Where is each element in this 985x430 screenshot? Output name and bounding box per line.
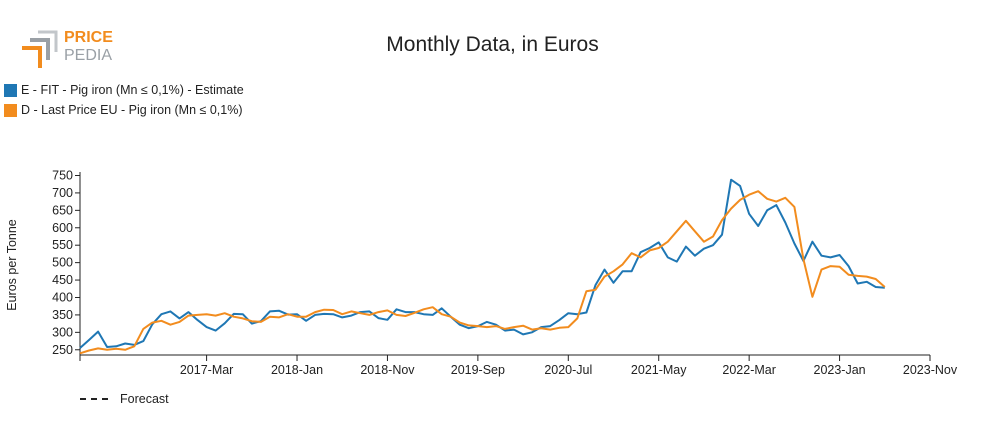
x-axis: 2017-Mar 2018-Jan 2018-Nov 2019-Sep 2020-Jul…	[79, 354, 958, 377]
y-axis-label: Euros per Tonne	[5, 219, 19, 311]
series-line-1[interactable]	[79, 190, 886, 355]
chart-title: Monthly Data, in Euros	[386, 33, 599, 56]
x-tick-label: 2023-Nov	[903, 363, 958, 377]
legend-label-1: D - Last Price EU - Pig iron (Mn ≤ 0,1%)	[21, 103, 243, 117]
x-tick-label: 2021-May	[631, 363, 687, 377]
series-layer	[79, 178, 886, 355]
logo-line2: PEDIA	[64, 47, 112, 64]
y-tick-label: 600	[52, 221, 73, 235]
y-tick-label: 750	[52, 168, 73, 182]
logo-line1: PRICE	[64, 29, 113, 46]
legend-swatch-0	[4, 83, 17, 97]
y-tick-label: 550	[52, 238, 73, 252]
x-tick-label: 2017-Mar	[180, 363, 234, 377]
forecast-legend: Forecast	[80, 392, 169, 406]
y-axis: 250 300 350 400 450 500 550 600 650 700 750	[52, 168, 81, 357]
series-line-0[interactable]	[79, 178, 885, 349]
legend-item-series-0[interactable]: E - FIT - Pig iron (Mn ≤ 0,1%) - Estimat…	[4, 80, 244, 100]
legend-label-0: E - FIT - Pig iron (Mn ≤ 0,1%) - Estimat…	[21, 83, 244, 97]
y-tick-label: 350	[52, 308, 73, 322]
y-tick-label: 300	[52, 325, 73, 339]
y-tick-label: 250	[52, 343, 73, 357]
legend: E - FIT - Pig iron (Mn ≤ 0,1%) - Estimat…	[4, 80, 244, 120]
legend-item-series-1[interactable]: D - Last Price EU - Pig iron (Mn ≤ 0,1%)	[4, 100, 244, 120]
x-tick-label: 2020-Jul	[544, 363, 592, 377]
y-tick-label: 700	[52, 186, 73, 200]
x-tick-label: 2023-Jan	[814, 363, 866, 377]
y-tick-label: 450	[52, 273, 73, 287]
forecast-label: Forecast	[120, 392, 169, 406]
y-tick-label: 400	[52, 290, 73, 304]
y-tick-label: 650	[52, 203, 73, 217]
pricepedia-logo: PRICE PEDIA	[22, 29, 113, 68]
x-tick-label: 2019-Sep	[451, 363, 505, 377]
x-tick-label: 2022-Mar	[722, 363, 776, 377]
legend-swatch-1	[4, 103, 17, 117]
x-tick-label: 2018-Nov	[360, 363, 415, 377]
forecast-dash-icon	[80, 398, 108, 400]
x-tick-label: 2018-Jan	[271, 363, 323, 377]
y-tick-label: 500	[52, 256, 73, 270]
pricepedia-logo-mark	[22, 30, 58, 68]
